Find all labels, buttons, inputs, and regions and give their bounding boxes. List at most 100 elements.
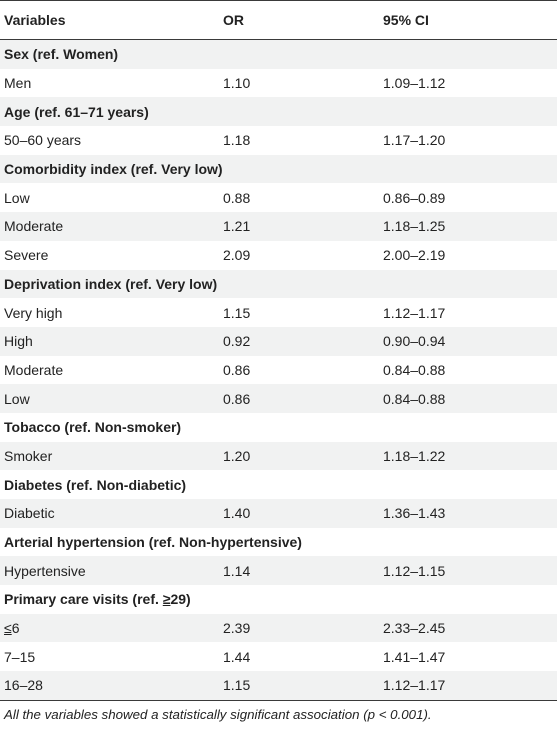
group-header-row: Diabetes (ref. Non-diabetic) [0, 470, 557, 499]
or-value [219, 269, 379, 299]
ci-value: 2.33–2.45 [379, 613, 557, 643]
variable-label: ≤6 [0, 613, 219, 643]
group-label: Diabetes (ref. Non-diabetic) [4, 476, 187, 493]
variable-label: Severe [4, 247, 49, 264]
ci-value: 1.36–1.43 [379, 499, 557, 528]
table-body: Sex (ref. Women) Men 1.10 1.09–1.12 Age (ref… [0, 39, 557, 701]
group-label: Comorbidity index (ref. Very low) [0, 154, 223, 184]
or-value: 1.18 [223, 132, 251, 149]
or-value: 1.15 [219, 671, 379, 701]
table-row: 50–60 years 1.18 1.17–1.20 [0, 126, 557, 155]
label-suffix: 6 [11, 620, 20, 637]
table-row: Moderate 1.21 1.18–1.25 [0, 212, 557, 241]
footnote-p: p [367, 707, 376, 722]
footnote-prefix: All the variables showed a statistically… [4, 707, 368, 722]
or-value: 1.10 [223, 75, 251, 92]
table-footnote: All the variables showed a statistically… [4, 707, 432, 722]
table-header: Variables OR 95% CI [0, 0, 557, 40]
header-row: Variables OR 95% CI [0, 0, 557, 40]
variable-label: Smoker [0, 441, 219, 471]
or-value: 1.40 [219, 499, 379, 528]
group-label: Arterial hypertension (ref. Non-hyperten… [4, 534, 302, 551]
label-symbol: ≥ [162, 591, 171, 608]
ci-value: 1.12–1.17 [383, 304, 446, 321]
table-row: Severe 2.09 2.00–2.19 [0, 241, 557, 270]
group-header-row: Deprivation index (ref. Very low) [0, 269, 557, 299]
or-value: 1.14 [219, 556, 379, 586]
variable-label: 50–60 years [4, 132, 82, 149]
label-symbol: ≤ [4, 620, 12, 637]
or-value: 2.09 [223, 247, 251, 264]
or-value: 0.86 [223, 361, 251, 378]
variable-label: Men [4, 75, 32, 92]
group-label: Sex (ref. Women) [0, 39, 219, 69]
variable-label: Low [4, 189, 30, 206]
ci-value [379, 528, 557, 557]
group-header-row: Comorbidity index (ref. Very low) [0, 154, 557, 184]
group-label: Tobacco (ref. Non-smoker) [4, 419, 182, 436]
variable-label: 7–15 [4, 648, 36, 665]
or-value [219, 413, 379, 442]
group-header-row: Primary care visits (ref. ≥29) [0, 585, 557, 614]
footnote-suffix: < 0.001). [375, 707, 432, 722]
ci-value [379, 269, 557, 299]
or-value: 0.88 [223, 189, 251, 206]
label-prefix: Primary care visits (ref. [4, 591, 163, 608]
ci-value [379, 97, 557, 127]
or-value: 0.86 [219, 384, 379, 413]
group-header-row: Sex (ref. Women) [0, 39, 557, 69]
ci-value: 1.41–1.47 [383, 648, 446, 665]
or-value [219, 154, 379, 184]
ci-value: 0.84–0.88 [379, 384, 557, 413]
or-value [219, 585, 379, 614]
header-or: OR [219, 0, 379, 40]
group-label: Deprivation index (ref. Very low) [0, 269, 219, 299]
table-row: Diabetic 1.40 1.36–1.43 [0, 499, 557, 528]
table-row: Very high 1.15 1.12–1.17 [0, 298, 557, 327]
variable-label: Very high [4, 304, 63, 321]
variable-label: Low [0, 384, 219, 413]
ci-value [379, 413, 557, 442]
ci-value [379, 585, 557, 614]
ci-value: 0.90–0.94 [379, 326, 557, 356]
or-value [219, 97, 379, 127]
table-row: Hypertensive 1.14 1.12–1.15 [0, 556, 557, 586]
header-ci: 95% CI [379, 0, 557, 40]
ci-value [379, 154, 557, 184]
group-header-row: Age (ref. 61–71 years) [0, 97, 557, 127]
variable-label: Moderate [0, 212, 219, 241]
table-row: 16–28 1.15 1.12–1.17 [0, 671, 557, 701]
or-value: 1.44 [223, 648, 251, 665]
or-value: 1.21 [219, 212, 379, 241]
group-label: Age (ref. 61–71 years) [0, 97, 219, 127]
ci-value [379, 470, 557, 499]
variable-label: Diabetic [0, 499, 219, 528]
table-row: Low 0.88 0.86–0.89 [0, 183, 557, 212]
ci-value: 0.84–0.88 [383, 361, 446, 378]
or-value: 1.20 [219, 441, 379, 471]
table-row: 7–15 1.44 1.41–1.47 [0, 642, 557, 671]
variable-label: Hypertensive [0, 556, 219, 586]
table-row: Men 1.10 1.09–1.12 [0, 69, 557, 98]
results-table: Variables OR 95% CI Sex (ref. Women) Men 1… [0, 0, 557, 701]
or-value [219, 39, 379, 69]
ci-value: 1.12–1.15 [379, 556, 557, 586]
ci-value: 1.12–1.17 [379, 671, 557, 701]
ci-value: 0.86–0.89 [383, 189, 446, 206]
ci-value: 1.17–1.20 [383, 132, 446, 149]
or-value [219, 470, 379, 499]
header-variables: Variables [0, 0, 219, 40]
group-header-row: Arterial hypertension (ref. Non-hyperten… [0, 528, 557, 557]
variable-label: Moderate [4, 361, 64, 378]
ci-value: 1.18–1.22 [379, 441, 557, 471]
group-label: Primary care visits (ref. ≥29) [0, 585, 219, 614]
group-header-row: Tobacco (ref. Non-smoker) [0, 413, 557, 442]
ci-value: 1.18–1.25 [379, 212, 557, 241]
table-row: Smoker 1.20 1.18–1.22 [0, 441, 557, 471]
or-value: 1.15 [223, 304, 251, 321]
table-row: Low 0.86 0.84–0.88 [0, 384, 557, 413]
table-row: High 0.92 0.90–0.94 [0, 326, 557, 356]
variable-label: 16–28 [0, 671, 219, 701]
or-value: 0.92 [219, 326, 379, 356]
